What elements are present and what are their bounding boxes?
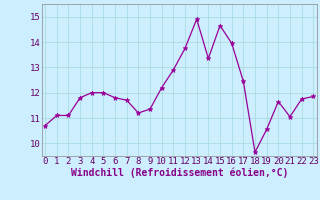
X-axis label: Windchill (Refroidissement éolien,°C): Windchill (Refroidissement éolien,°C) — [70, 168, 288, 178]
